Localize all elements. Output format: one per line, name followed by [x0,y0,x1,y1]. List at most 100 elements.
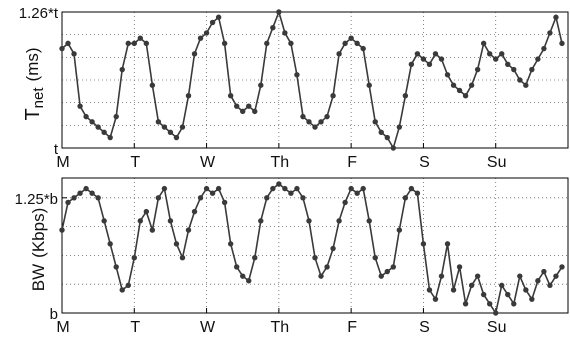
data-point [354,190,360,196]
data-point [215,185,222,192]
data-point [276,181,282,187]
data-point [113,113,119,120]
data-point [342,40,348,47]
x-tick-label: M [56,319,69,336]
data-point [59,227,65,233]
data-point [420,56,427,62]
data-point [270,185,276,192]
data-point [264,195,270,201]
data-point [125,282,131,289]
y-label-unit: (ms) [23,47,42,81]
data-point [77,103,83,109]
data-point [474,66,481,73]
data-point [444,241,451,247]
data-point [300,195,306,201]
data-point [113,264,119,270]
data-point [312,255,318,261]
data-point [294,72,300,78]
data-point [396,227,403,233]
data-point [499,282,505,289]
data-point [221,40,228,47]
data-point [499,51,505,57]
data-point [420,241,427,247]
data-point [505,61,511,68]
data-point [107,134,113,141]
data-point [312,124,318,130]
data-point [360,185,366,192]
data-point [71,51,77,57]
data-point [336,51,342,57]
data-point [348,185,354,192]
data-point [474,273,481,279]
x-tick-label: W [200,154,216,171]
data-point [125,40,131,47]
data-point [493,310,499,316]
x-tick-label: S [419,154,430,171]
y-label-main: BW [29,264,48,291]
data-point [372,255,378,261]
data-point [161,124,168,130]
data-point [240,273,246,279]
data-point [131,255,137,261]
data-point [215,14,222,20]
data-point [354,40,360,47]
data-point [203,185,210,192]
data-point [161,185,168,192]
data-point [468,82,475,88]
y-axis-label: Tnet (ms) [22,47,47,120]
data-point [185,92,192,99]
x-tick-label: M [56,154,69,171]
data-point [523,287,529,293]
axes-box [61,177,569,314]
data-point [468,282,475,289]
data-point [137,35,144,41]
data-point [143,40,150,47]
data-point [360,45,366,52]
x-tick-label: Su [487,319,507,336]
x-tick-label: T [130,319,140,336]
y-tick-label: t [54,141,59,158]
data-point [270,24,276,31]
data-point [456,87,463,94]
data-point [541,45,547,52]
data-point [523,82,529,88]
data-point [342,199,348,206]
data-point [414,190,421,196]
data-point [348,35,354,41]
x-tick-label: W [200,319,216,336]
data-point [119,66,125,73]
data-point [480,40,487,47]
data-point [197,195,204,201]
data-point [366,218,372,224]
x-tick-label: Th [271,154,290,171]
data-point [240,108,246,115]
data-point [149,227,156,233]
data-point [517,273,523,279]
data-point [119,287,125,293]
data-point [167,218,174,224]
data-point [173,241,180,247]
data-point [131,40,137,47]
data-point [246,103,252,109]
data-point [149,82,156,88]
y-tick-label: 1.25*b [15,191,58,208]
data-point [486,51,493,57]
data-point [77,190,83,196]
data-point [318,119,324,125]
x-tick-label: F [347,154,357,171]
axes-box [61,11,569,149]
data-point [432,51,439,57]
data-point [282,185,288,192]
data-point [462,92,469,99]
x-tick-label: Th [271,319,290,336]
data-point [529,66,535,73]
data-point [191,208,198,215]
data-point [197,35,204,41]
data-point [324,113,330,120]
data-point [480,291,487,298]
data-point [414,51,421,57]
data-point [143,208,150,215]
data-point [294,185,300,192]
data-point [450,82,457,88]
